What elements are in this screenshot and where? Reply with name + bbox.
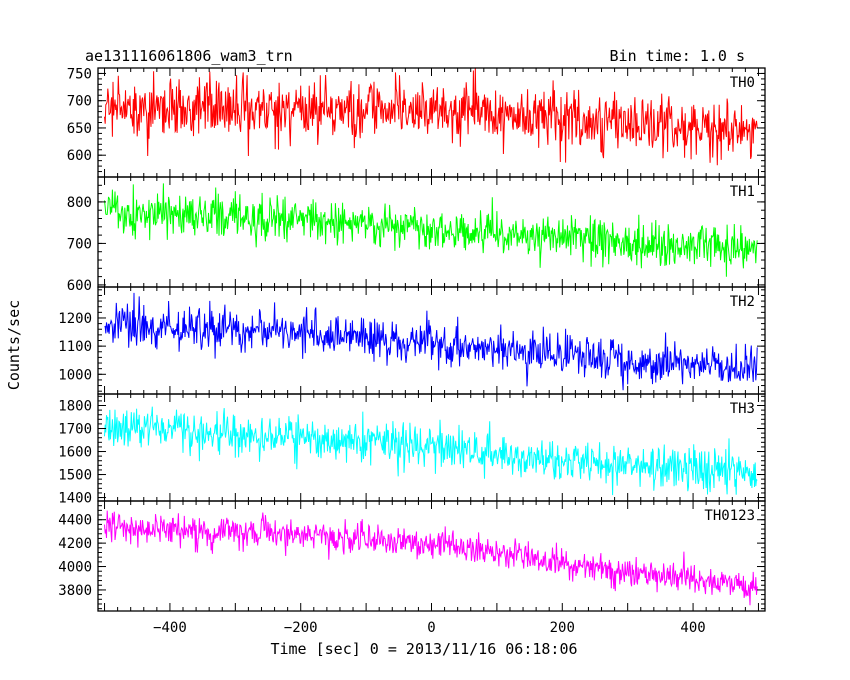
- series-label-th3: TH3: [730, 401, 755, 417]
- y-tick-label: 4000: [58, 560, 92, 576]
- chart-title: ae131116061806_wam3_trn: [85, 47, 293, 65]
- y-tick-label: 750: [67, 66, 92, 82]
- y-tick-label: 600: [67, 278, 92, 294]
- panel-th1: 600 700 800 TH1: [67, 176, 766, 294]
- y-tick-label: 650: [67, 121, 92, 137]
- x-tick-label: 200: [550, 620, 575, 636]
- x-tick-label: −200: [284, 620, 318, 636]
- y-tick-label: 3800: [58, 583, 92, 599]
- y-tick-label: 600: [67, 148, 92, 164]
- series-label-th2: TH2: [730, 294, 755, 310]
- x-tick-label: 0: [427, 620, 435, 636]
- y-tick-label: 4200: [58, 536, 92, 552]
- y-axis-label: Counts/sec: [5, 300, 23, 390]
- y-tick-label: 700: [67, 236, 92, 252]
- y-tick-label: 1800: [58, 399, 92, 415]
- y-tick-label: 4400: [58, 513, 92, 529]
- y-tick-label: 1000: [58, 367, 92, 383]
- x-axis-label: Time [sec] 0 = 2013/11/16 06:18:06: [270, 640, 577, 658]
- series-label-th0: TH0: [730, 75, 755, 91]
- panel-th0123: 3800 4000 4200 4400 TH0123: [58, 500, 766, 612]
- series-line-th3: [104, 406, 758, 496]
- series-line-th1: [104, 183, 758, 277]
- panel-th3: 1400 1500 1600 1700 1800 TH3: [58, 393, 766, 507]
- x-tick-label: −400: [153, 620, 187, 636]
- y-tick-label: 1400: [58, 491, 92, 507]
- panel-frame: [97, 393, 766, 502]
- panel-th2: 1000 1100 1200 TH2: [58, 286, 766, 395]
- series-label-th1: TH1: [730, 184, 755, 200]
- y-tick-label: 1700: [58, 422, 92, 438]
- y-tick-label: 1600: [58, 445, 92, 461]
- panel-th0: 600 650 700 750 TH0: [67, 66, 766, 178]
- x-tick-label: 400: [680, 620, 705, 636]
- y-tick-label: 1200: [58, 311, 92, 327]
- series-label-th0123: TH0123: [704, 508, 755, 524]
- y-tick-label: 1100: [58, 339, 92, 355]
- series-line-th2: [104, 292, 758, 391]
- y-tick-label: 800: [67, 195, 92, 211]
- series-line-th0: [104, 68, 758, 166]
- series-line-th0123: [104, 510, 758, 606]
- panel-frame: [97, 500, 766, 612]
- y-tick-label: 700: [67, 94, 92, 110]
- y-tick-label: 1500: [58, 468, 92, 484]
- bin-time-label: Bin time: 1.0 s: [610, 47, 745, 65]
